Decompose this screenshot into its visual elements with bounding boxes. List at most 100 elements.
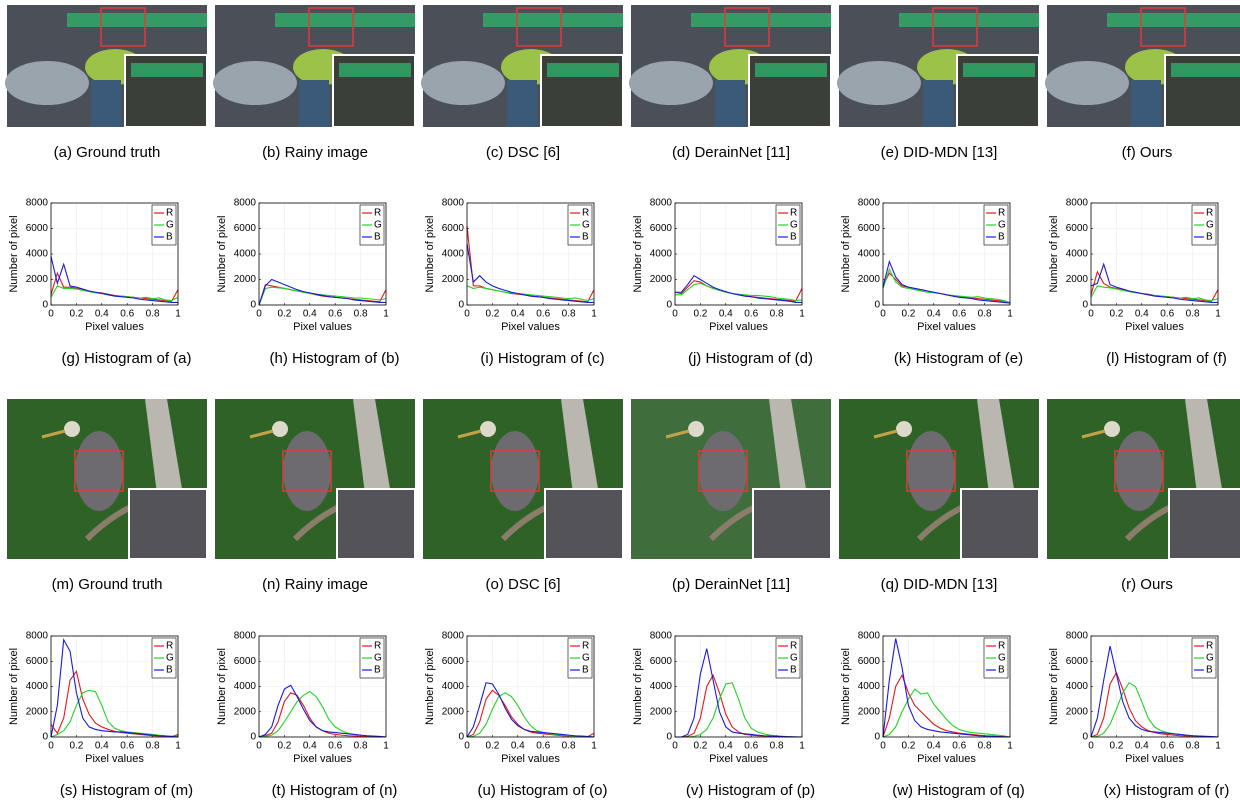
y-tick-label: 8000 xyxy=(26,631,49,642)
heron-head xyxy=(688,421,704,437)
series-line xyxy=(1090,262,1218,303)
x-tick-label: 0.6 xyxy=(1160,309,1174,320)
x-tick-label: 0.6 xyxy=(120,741,134,752)
x-axis-label: Pixel values xyxy=(501,753,560,765)
chart-title: (l) Histogram of (f) xyxy=(1106,350,1227,367)
branch xyxy=(353,399,390,494)
y-tick-label: 2000 xyxy=(442,706,465,717)
inset-detail xyxy=(131,63,203,77)
caption: (m) Ground truth xyxy=(52,576,163,593)
legend-label: B xyxy=(166,232,173,243)
y-axis-label: Number of pixel xyxy=(840,648,852,725)
x-tick-label: 0.6 xyxy=(744,741,758,752)
plot-frame xyxy=(466,635,595,738)
y-tick-label: 2000 xyxy=(234,706,257,717)
y-tick-label: 4000 xyxy=(858,681,881,692)
series-line xyxy=(882,688,1011,738)
x-axis-label: Pixel values xyxy=(1125,321,1184,333)
series-line xyxy=(50,637,179,738)
x-tick-label: 0.4 xyxy=(719,309,733,320)
inset-detail xyxy=(963,63,1035,77)
plot-frame xyxy=(674,202,803,306)
person xyxy=(299,80,329,127)
caption: (b) Rainy image xyxy=(262,144,368,161)
y-tick-label: 8000 xyxy=(650,631,673,642)
heron-head xyxy=(64,421,80,437)
x-tick-label: 0.8 xyxy=(354,309,368,320)
car xyxy=(629,61,713,105)
chart-title: (x) Histogram of (r) xyxy=(1104,782,1230,799)
zoom-inset xyxy=(752,488,832,560)
y-tick-label: 8000 xyxy=(234,631,257,642)
neon-sign xyxy=(275,13,415,27)
y-tick-label: 8000 xyxy=(650,198,673,209)
photo xyxy=(631,399,832,560)
legend-label: R xyxy=(166,641,173,652)
x-tick-label: 0 xyxy=(48,309,54,320)
legend-label: G xyxy=(998,653,1006,664)
plot-frame xyxy=(50,202,179,306)
zoom-inset xyxy=(128,488,208,560)
plot-frame xyxy=(882,202,1011,306)
x-tick-label: 0.4 xyxy=(1135,309,1149,320)
legend-label: G xyxy=(374,220,382,231)
x-tick-label: 1 xyxy=(1215,741,1221,752)
photo xyxy=(839,399,1040,560)
y-tick-label: 0 xyxy=(874,300,880,311)
y-tick-label: 2000 xyxy=(650,706,673,717)
y-tick-label: 0 xyxy=(250,732,256,743)
photo xyxy=(5,5,208,128)
y-tick-label: 6000 xyxy=(1066,656,1089,667)
y-axis-label: Number of pixel xyxy=(1048,215,1060,292)
y-tick-label: 0 xyxy=(42,300,48,311)
legend-label: B xyxy=(1206,665,1213,676)
x-tick-label: 0.6 xyxy=(328,309,342,320)
branch xyxy=(145,399,182,494)
person xyxy=(507,80,537,127)
y-tick-label: 4000 xyxy=(26,681,49,692)
x-tick-label: 0.4 xyxy=(511,309,525,320)
x-tick-label: 0.2 xyxy=(1109,309,1123,320)
x-tick-label: 0 xyxy=(1088,741,1094,752)
y-tick-label: 2000 xyxy=(1066,274,1089,285)
beak xyxy=(249,429,274,439)
x-tick-label: 0 xyxy=(672,741,678,752)
legend-label: B xyxy=(374,232,381,243)
x-tick-label: 1 xyxy=(1215,309,1221,320)
zoom-box xyxy=(724,7,770,47)
plot-frame xyxy=(258,635,387,738)
y-tick-label: 8000 xyxy=(1066,631,1089,642)
beak xyxy=(665,429,690,439)
legend-label: G xyxy=(1206,220,1214,231)
beak xyxy=(873,429,898,439)
series-line xyxy=(1090,681,1219,738)
zoom-box xyxy=(74,450,124,492)
legend-label: G xyxy=(166,220,174,231)
y-tick-label: 2000 xyxy=(26,274,49,285)
neon-sign xyxy=(899,13,1039,27)
series-line xyxy=(50,271,179,302)
car xyxy=(421,61,505,105)
y-axis-label: Number of pixel xyxy=(8,648,20,725)
caption: (q) DID-MDN [13] xyxy=(881,576,998,593)
zoom-inset xyxy=(960,488,1040,560)
chart-title: (s) Histogram of (m) xyxy=(60,782,193,799)
x-tick-label: 0.8 xyxy=(978,309,992,320)
legend-label: R xyxy=(790,641,797,652)
zoom-box xyxy=(1114,450,1164,492)
zoom-inset xyxy=(544,488,624,560)
x-tick-label: 0.8 xyxy=(562,309,576,320)
x-tick-label: 0 xyxy=(464,309,470,320)
heron-head xyxy=(896,421,912,437)
legend-label: R xyxy=(1206,641,1213,652)
legend-label: R xyxy=(166,208,173,219)
x-tick-label: 0.8 xyxy=(562,741,576,752)
x-axis-label: Pixel values xyxy=(293,753,352,765)
plot-frame xyxy=(50,635,179,738)
heron-head xyxy=(1104,421,1120,437)
legend-label: B xyxy=(582,665,589,676)
plot-frame xyxy=(882,635,1011,738)
heron-head xyxy=(272,421,288,437)
photo xyxy=(7,399,208,560)
